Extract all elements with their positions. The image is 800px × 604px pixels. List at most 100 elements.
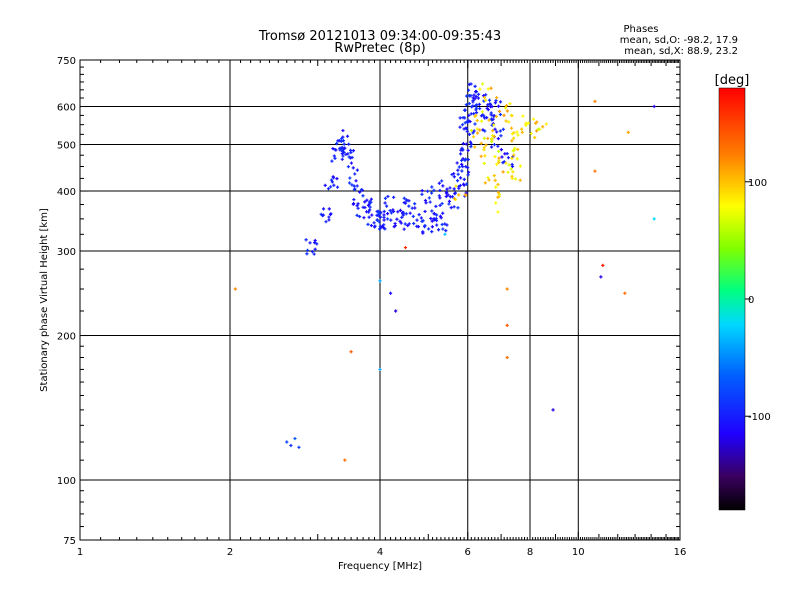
o-mode-point [506,156,511,160]
x-mode-point [497,156,501,160]
o-mode-point [432,212,436,216]
x-mode-point [520,127,524,131]
o-mode-point [383,196,388,200]
x-mode-point [512,131,516,135]
x-mode-point [512,153,516,157]
x-mode-point [475,127,479,131]
o-mode-point [481,113,485,117]
x-mode-point [478,87,482,91]
o-mode-point [472,93,476,97]
scatter-point [443,232,447,236]
o-mode-point [460,123,465,127]
o-mode-point [487,98,492,102]
o-mode-point [421,230,425,234]
o-mode-point [464,103,468,107]
scatter-point [285,440,289,444]
x-mode-point [490,140,494,144]
x-mode-point [515,157,519,161]
x-mode-point [469,128,474,133]
o-mode-point [392,225,396,229]
o-mode-point [385,204,389,208]
o-mode-point [321,213,325,217]
x-mode-point [509,126,514,130]
x-mode-point [494,201,498,205]
x-mode-point [518,178,522,182]
scatter-point [378,279,382,283]
scatter-point [293,436,297,441]
o-mode-point [452,187,456,191]
scatter-point [297,445,301,449]
x-tick-label: 2 [227,547,233,558]
o-mode-point [376,212,381,216]
x-mode-point [504,119,508,123]
o-mode-point [462,127,466,131]
o-mode-point [500,155,504,159]
x-mode-point [496,149,501,154]
o-mode-point [445,187,449,191]
o-mode-point [423,209,427,214]
o-mode-point [466,165,470,170]
scatter-point [652,217,656,221]
o-mode-point [496,144,500,148]
o-mode-point [343,146,347,150]
o-mode-point [467,132,472,136]
o-mode-point [430,230,434,234]
o-mode-point [355,213,359,217]
o-mode-point [412,221,416,226]
x-mode-point [463,193,467,197]
o-mode-point [441,227,445,231]
o-mode-point [448,195,453,199]
o-mode-point [440,179,444,183]
o-mode-point [354,179,358,183]
x-mode-point [510,174,514,178]
o-mode-point [346,152,350,156]
o-mode-point [456,206,460,210]
o-mode-point [455,161,459,165]
o-mode-point [440,201,444,206]
o-mode-point [355,204,359,208]
o-mode-point [349,161,354,165]
o-mode-point [368,208,372,212]
o-mode-point [420,219,424,223]
o-mode-point [398,208,403,212]
o-mode-point [420,192,424,197]
o-mode-point [355,184,359,188]
o-mode-point [419,216,423,220]
o-mode-point [389,211,394,215]
x-mode-point [475,131,480,135]
x-mode-point [473,145,477,149]
o-mode-point [468,94,472,98]
o-mode-point [448,186,452,190]
o-mode-point [385,217,390,221]
scatter-point [505,355,509,360]
x-mode-point [510,156,514,160]
x-mode-point [496,182,500,187]
scatter-point [349,350,353,354]
x-axis-label: Frequency [MHz] [338,561,422,572]
x-mode-point [487,118,491,122]
o-mode-point [332,183,336,187]
o-mode-point [464,126,468,130]
o-mode-point [498,112,503,117]
x-mode-point [482,136,486,140]
x-mode-point [497,109,502,113]
x-mode-point [486,136,490,141]
x-mode-point [493,154,497,159]
x-mode-point [529,131,533,136]
o-mode-point [413,206,417,210]
x-mode-point [518,164,523,168]
o-mode-point [313,238,317,243]
x-tick-label: 1 [77,547,83,558]
o-mode-point [319,212,323,216]
y-tick-label: 75 [63,536,76,547]
o-mode-point [312,252,316,256]
o-mode-point [458,125,462,129]
x-mode-point [484,98,488,102]
o-mode-point [464,142,468,146]
x-mode-point [513,146,517,150]
o-mode-point [323,183,327,187]
o-mode-point [466,88,471,92]
o-mode-point [388,209,392,213]
x-mode-point [510,114,514,118]
o-mode-point [510,164,515,169]
